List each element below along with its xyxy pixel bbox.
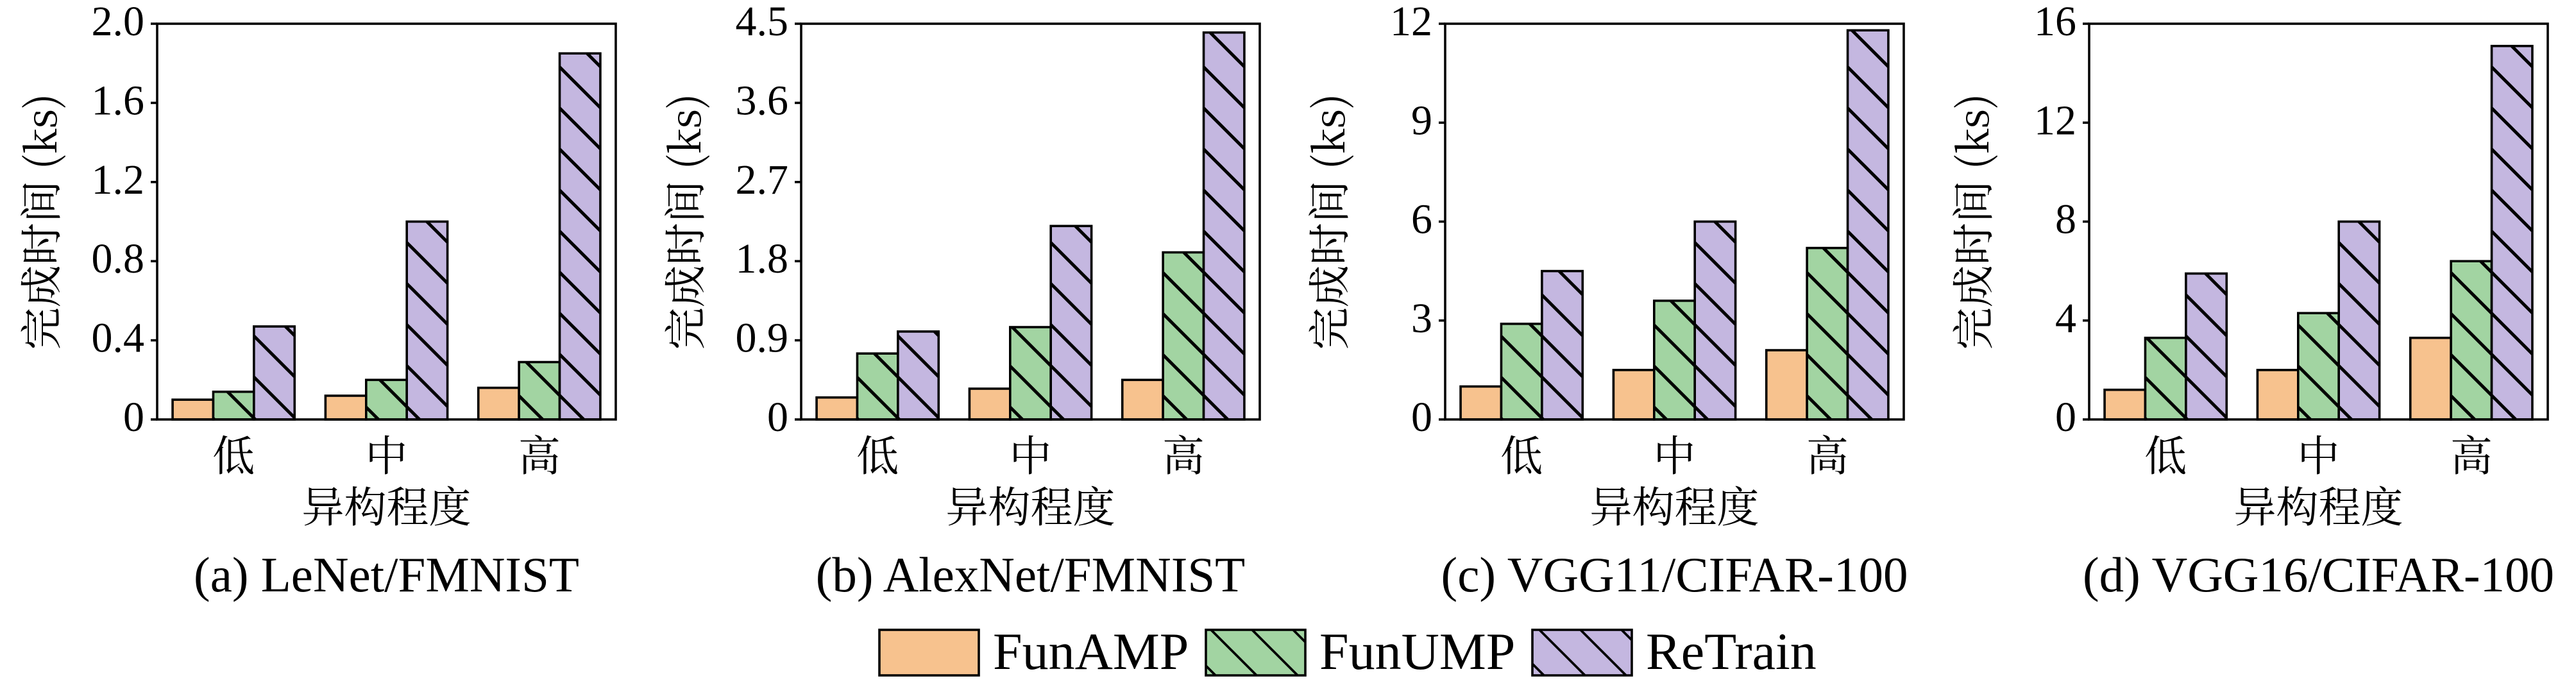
svg-text:0: 0 xyxy=(767,394,788,441)
svg-text:ReTrain: ReTrain xyxy=(1646,622,1817,681)
svg-text:6: 6 xyxy=(1411,196,1432,243)
svg-text:12: 12 xyxy=(1390,0,1432,45)
svg-text:异构程度: 异构程度 xyxy=(1590,473,1759,534)
svg-text:高: 高 xyxy=(1806,422,1849,483)
svg-text:(a) LeNet/FMNIST: (a) LeNet/FMNIST xyxy=(194,547,579,602)
svg-text:16: 16 xyxy=(2034,0,2076,45)
svg-text:(c) VGG11/CIFAR-100: (c) VGG11/CIFAR-100 xyxy=(1441,547,1908,602)
svg-text:FunUMP: FunUMP xyxy=(1319,622,1515,681)
svg-text:3: 3 xyxy=(1411,295,1432,342)
svg-text:异构程度: 异构程度 xyxy=(946,473,1115,534)
svg-text:完成时间 (ks): 完成时间 (ks) xyxy=(652,94,713,350)
svg-text:1.2: 1.2 xyxy=(92,156,145,203)
svg-text:低: 低 xyxy=(856,422,899,483)
svg-text:0: 0 xyxy=(2055,394,2076,441)
svg-text:4: 4 xyxy=(2055,295,2076,342)
svg-text:1.8: 1.8 xyxy=(736,235,789,282)
svg-text:FunAMP: FunAMP xyxy=(993,622,1189,681)
svg-text:高: 高 xyxy=(2450,422,2493,483)
svg-text:高: 高 xyxy=(1162,422,1205,483)
svg-text:1.6: 1.6 xyxy=(92,77,145,124)
svg-text:(d) VGG16/CIFAR-100: (d) VGG16/CIFAR-100 xyxy=(2083,547,2554,602)
svg-text:低: 低 xyxy=(1500,422,1543,483)
svg-text:3.6: 3.6 xyxy=(736,77,789,124)
svg-text:0.8: 0.8 xyxy=(92,235,145,282)
svg-text:8: 8 xyxy=(2055,196,2076,243)
svg-text:异构程度: 异构程度 xyxy=(302,473,471,534)
svg-text:完成时间 (ks): 完成时间 (ks) xyxy=(1296,94,1357,350)
svg-text:0.4: 0.4 xyxy=(92,315,145,362)
svg-text:(b) AlexNet/FMNIST: (b) AlexNet/FMNIST xyxy=(816,547,1245,602)
svg-text:12: 12 xyxy=(2034,97,2076,144)
svg-text:4.5: 4.5 xyxy=(736,0,789,45)
svg-text:完成时间 (ks): 完成时间 (ks) xyxy=(8,94,69,350)
svg-text:高: 高 xyxy=(518,422,561,483)
svg-text:0: 0 xyxy=(123,394,144,441)
svg-text:0: 0 xyxy=(1411,394,1432,441)
svg-text:低: 低 xyxy=(212,422,255,483)
svg-text:完成时间 (ks): 完成时间 (ks) xyxy=(1940,94,2001,350)
svg-text:低: 低 xyxy=(2144,422,2187,483)
svg-text:异构程度: 异构程度 xyxy=(2234,473,2403,534)
svg-text:9: 9 xyxy=(1411,97,1432,144)
svg-text:0.9: 0.9 xyxy=(736,315,789,362)
svg-text:2.7: 2.7 xyxy=(736,156,789,203)
svg-text:2.0: 2.0 xyxy=(92,0,145,45)
